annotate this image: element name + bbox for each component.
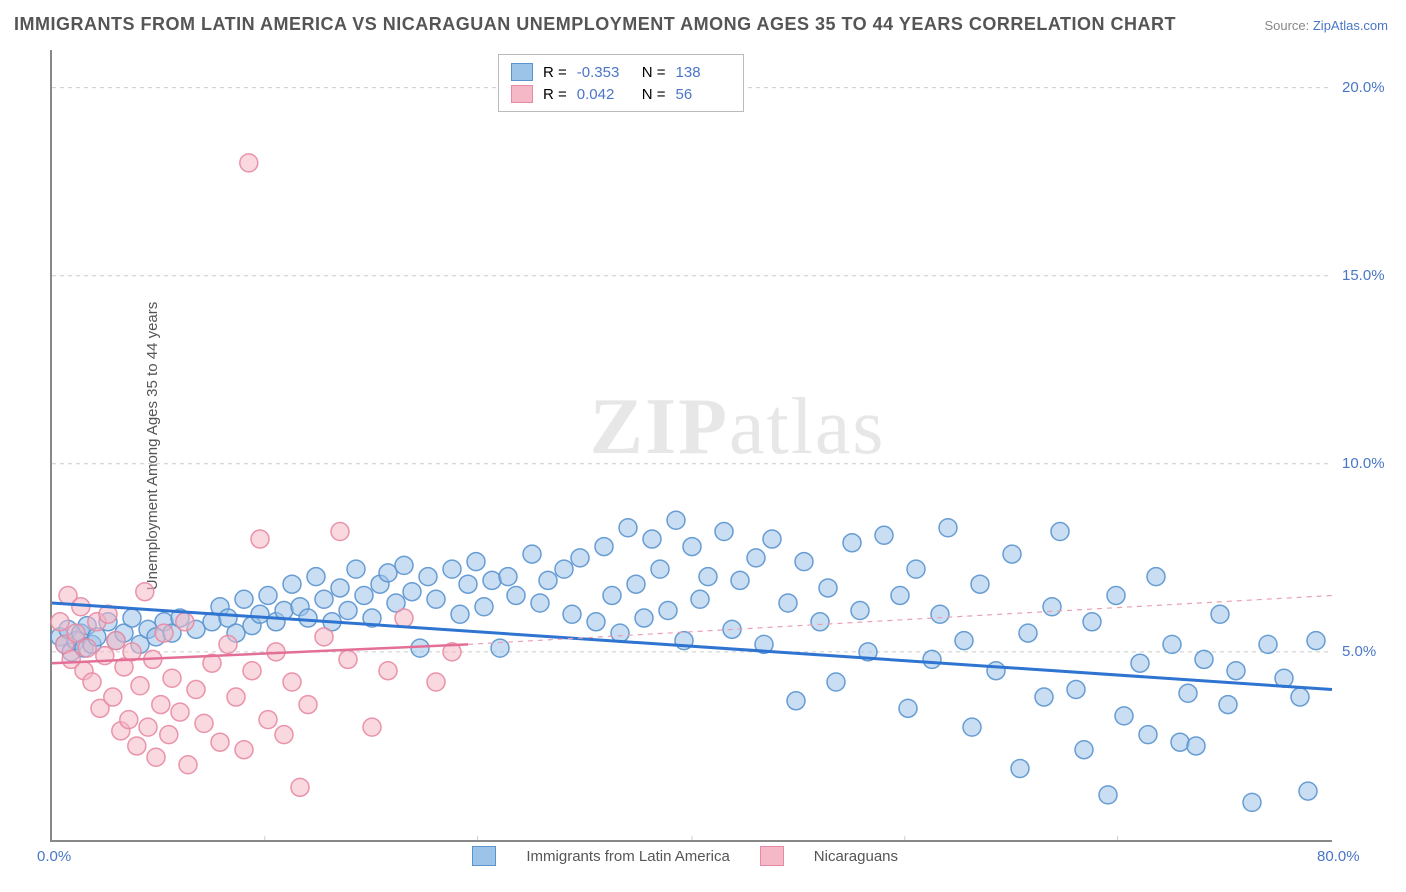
legend-row: R = -0.353 N = 138: [511, 61, 731, 83]
chart-title: IMMIGRANTS FROM LATIN AMERICA VS NICARAG…: [14, 14, 1176, 35]
r-label: R =: [543, 86, 567, 103]
chart-container: IMMIGRANTS FROM LATIN AMERICA VS NICARAG…: [0, 0, 1406, 892]
series-legend: Immigrants from Latin America Nicaraguan…: [472, 846, 898, 866]
legend-label: Immigrants from Latin America: [526, 848, 729, 865]
legend-label: Nicaraguans: [814, 848, 898, 865]
correlation-legend: R = -0.353 N = 138 R = 0.042 N = 56: [498, 54, 744, 112]
r-label: R =: [543, 64, 567, 81]
y-tick-label: 5.0%: [1342, 643, 1402, 660]
source-prefix: Source:: [1264, 18, 1312, 33]
n-value: 56: [676, 86, 731, 103]
y-tick-label: 15.0%: [1342, 267, 1402, 284]
y-tick-label: 20.0%: [1342, 79, 1402, 96]
n-value: 138: [676, 64, 731, 81]
legend-swatch: [472, 846, 496, 866]
legend-swatch: [511, 63, 533, 81]
x-tick-label: 0.0%: [37, 848, 71, 865]
legend-swatch: [760, 846, 784, 866]
n-label: N =: [642, 64, 666, 81]
r-value: -0.353: [577, 64, 632, 81]
source-attribution: Source: ZipAtlas.com: [1264, 18, 1388, 33]
x-tick-label: 80.0%: [1317, 848, 1360, 865]
source-link[interactable]: ZipAtlas.com: [1313, 18, 1388, 33]
legend-swatch: [511, 85, 533, 103]
n-label: N =: [642, 86, 666, 103]
y-tick-label: 10.0%: [1342, 455, 1402, 472]
r-value: 0.042: [577, 86, 632, 103]
plot-area: ZIPatlas 5.0%10.0%15.0%20.0%0.0%80.0%: [50, 50, 1332, 842]
legend-row: R = 0.042 N = 56: [511, 83, 731, 105]
